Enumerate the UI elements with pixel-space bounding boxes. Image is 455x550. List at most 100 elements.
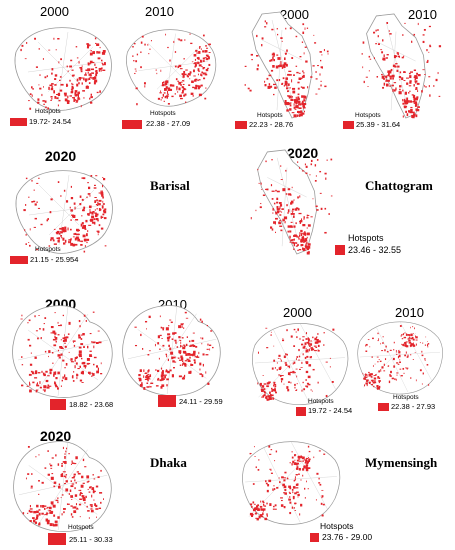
hotspot-cluster xyxy=(96,365,98,368)
hotspot-cluster xyxy=(390,370,392,374)
hotspot-cluster xyxy=(266,502,268,505)
hotspot-speck xyxy=(422,342,424,344)
hotspot-speck xyxy=(276,201,279,204)
hotspot-cluster xyxy=(413,115,415,117)
hotspot-cluster xyxy=(413,339,415,341)
hotspot-cluster xyxy=(300,233,303,237)
hotspot-cluster xyxy=(70,237,72,240)
hotspot-cluster xyxy=(100,215,102,219)
hotspot-cluster xyxy=(271,387,273,390)
hotspot-cluster xyxy=(44,505,47,507)
hotspot-cluster xyxy=(53,243,57,245)
hotspot-cluster xyxy=(71,476,75,479)
hotspot-cluster xyxy=(381,366,384,369)
hotspot-cluster xyxy=(194,65,196,68)
hotspot-cluster xyxy=(304,342,307,345)
hotspot-speck xyxy=(276,28,278,30)
hotspot-speck xyxy=(161,338,163,339)
hotspot-cluster xyxy=(383,370,386,372)
hotspot-cluster xyxy=(415,114,418,118)
hotspot-cluster xyxy=(279,225,283,227)
hotspot-speck xyxy=(198,351,200,355)
hotspot-cluster xyxy=(67,333,70,335)
hotspot-cluster xyxy=(398,91,402,95)
hotspot-speck xyxy=(160,69,162,72)
hotspot-cluster xyxy=(34,521,38,524)
hotspot-cluster xyxy=(295,235,297,237)
hotspot-cluster xyxy=(68,241,70,244)
dhaka-2020-year: 2020 xyxy=(40,428,72,444)
hotspot-cluster xyxy=(292,486,296,489)
hotspot-speck xyxy=(331,381,334,383)
hotspot-speck xyxy=(160,326,163,329)
dhaka-2010-legend: 24.11 - 29.59 xyxy=(158,394,243,410)
hotspot-cluster xyxy=(61,473,64,476)
hotspot-cluster xyxy=(403,105,407,109)
hotspot-speck xyxy=(199,368,201,371)
hotspot-speck xyxy=(57,501,59,504)
hotspot-cluster xyxy=(73,506,77,509)
chattogram-2020-year: 2020 xyxy=(287,145,319,161)
hotspot-speck xyxy=(286,353,288,356)
hotspot-cluster xyxy=(414,75,417,77)
hotspot-speck xyxy=(417,22,419,26)
hotspot-speck xyxy=(83,97,85,99)
hotspot-cluster xyxy=(287,73,290,76)
hotspot-speck xyxy=(64,334,65,336)
hotspot-speck xyxy=(79,195,82,198)
hotspot-speck xyxy=(78,489,80,491)
hotspot-cluster xyxy=(192,354,194,357)
hotspot-speck xyxy=(407,355,409,357)
hotspot-cluster xyxy=(32,381,35,384)
hotspot-cluster xyxy=(94,209,96,211)
hotspot-cluster xyxy=(283,383,285,385)
hotspot-speck xyxy=(72,380,75,382)
hotspot-speck xyxy=(81,65,83,67)
hotspot-cluster xyxy=(70,214,74,216)
hotspot-cluster xyxy=(53,373,55,377)
hotspot-cluster xyxy=(62,471,66,473)
hotspot-speck xyxy=(169,369,172,372)
hotspot-speck xyxy=(91,221,94,224)
hotspot-cluster xyxy=(74,99,77,101)
hotspot-cluster xyxy=(92,51,95,55)
hotspot-cluster xyxy=(79,355,82,358)
hotspot-speck xyxy=(244,65,247,67)
hotspot-speck xyxy=(60,58,62,61)
hotspot-cluster xyxy=(184,93,187,96)
hotspot-cluster xyxy=(312,336,314,339)
hotspot-cluster xyxy=(185,343,188,347)
region-outline xyxy=(126,29,217,107)
hotspot-speck xyxy=(310,163,313,166)
hotspot-cluster xyxy=(292,497,295,500)
hotspot-speck xyxy=(85,320,87,322)
hotspot-cluster xyxy=(174,93,176,95)
hotspot-cluster xyxy=(75,482,77,484)
hotspot-cluster xyxy=(82,208,85,212)
hotspot-cluster xyxy=(96,199,98,202)
hotspot-cluster xyxy=(89,211,92,214)
hotspot-cluster xyxy=(294,386,296,389)
hotspot-cluster xyxy=(383,82,386,86)
hotspot-speck xyxy=(362,41,365,44)
hotspot-speck xyxy=(258,182,260,184)
hotspot-cluster xyxy=(178,87,181,91)
hotspot-speck xyxy=(293,199,295,201)
hotspot-cluster xyxy=(81,370,84,373)
hotspot-cluster xyxy=(49,371,52,375)
hotspot-speck xyxy=(317,349,320,352)
hotspot-cluster xyxy=(57,239,60,243)
hotspot-cluster xyxy=(292,90,296,94)
hotspot-cluster xyxy=(302,248,306,251)
hotspot-cluster xyxy=(76,228,79,231)
legend-title: Hotspots xyxy=(35,246,61,253)
hotspot-cluster xyxy=(68,241,70,243)
hotspot-cluster xyxy=(314,350,317,352)
hotspot-speck xyxy=(296,358,297,361)
hotspot-cluster xyxy=(296,459,299,462)
hotspot-cluster xyxy=(298,249,302,251)
hotspot-cluster xyxy=(392,357,395,361)
hotspot-cluster xyxy=(373,381,377,384)
hotspot-cluster xyxy=(56,94,60,95)
hotspot-cluster xyxy=(164,375,166,379)
